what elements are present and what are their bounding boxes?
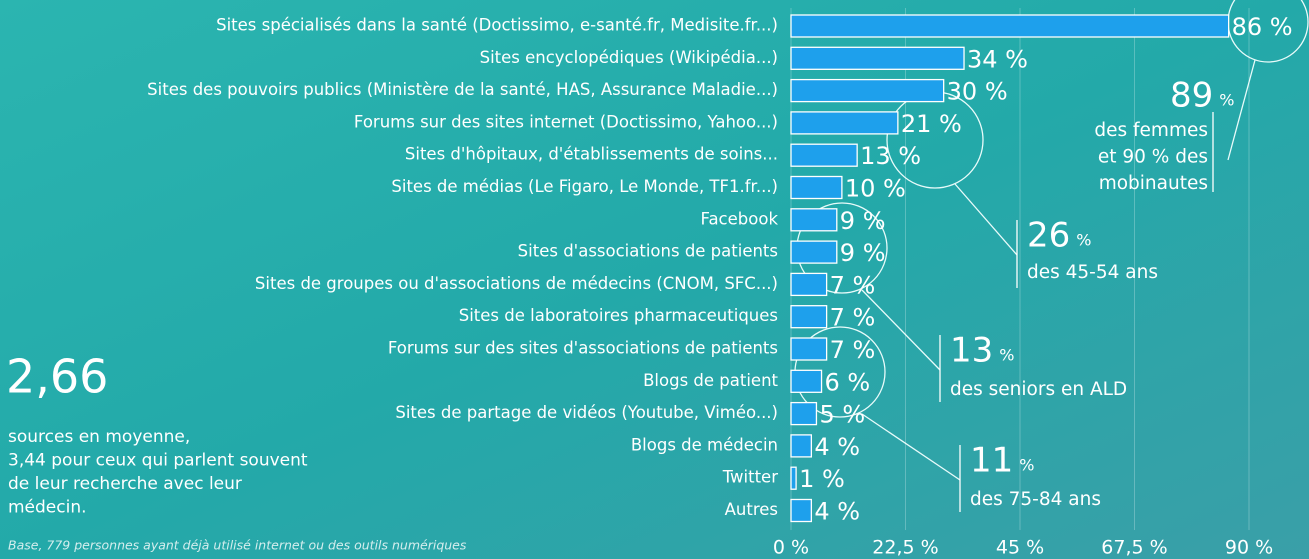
x-tick-label: 90 % <box>1225 537 1273 559</box>
callout-line: et 90 % des <box>1098 147 1208 168</box>
summary-line: sources en moyenne, <box>8 427 190 447</box>
x-tick-label: 67,5 % <box>1101 537 1167 559</box>
bar <box>790 434 813 458</box>
callout-unit: % <box>999 346 1014 365</box>
bar <box>790 369 823 393</box>
callout-number: 13 <box>950 331 993 371</box>
category-label: Sites spécialisés dans la santé (Doctiss… <box>216 16 778 35</box>
value-label: 7 % <box>830 271 876 299</box>
bar <box>790 208 838 232</box>
value-label: 7 % <box>830 336 876 364</box>
value-label: 34 % <box>967 45 1028 73</box>
bar <box>790 111 899 135</box>
category-label: Sites des pouvoirs publics (Ministère de… <box>147 80 778 99</box>
bar <box>790 240 838 264</box>
bar <box>790 305 828 329</box>
bar <box>790 401 818 426</box>
callout-unit: % <box>1219 91 1234 110</box>
value-label: 5 % <box>819 401 865 429</box>
bar <box>790 337 828 361</box>
category-label: Sites encyclopédiques (Wikipédia...) <box>480 48 778 67</box>
x-tick-label: 45 % <box>996 537 1044 559</box>
category-label: Forums sur des sites internet (Doctissim… <box>354 112 778 131</box>
callout-unit: % <box>1019 456 1034 475</box>
value-label: 9 % <box>840 207 886 235</box>
bar <box>790 143 858 167</box>
value-label: 4 % <box>814 433 860 461</box>
category-label: Sites de partage de vidéos (Youtube, Vim… <box>395 403 778 422</box>
x-tick-label: 22,5 % <box>872 537 938 559</box>
value-label: 13 % <box>860 142 921 170</box>
bar <box>790 272 828 297</box>
callout-line: des femmes <box>1094 120 1208 141</box>
value-label: 1 % <box>799 465 845 493</box>
bar <box>790 78 945 103</box>
category-label: Forums sur des sites d'associations de p… <box>388 339 778 358</box>
callout-unit: % <box>1076 231 1091 250</box>
value-label: 10 % <box>845 175 906 203</box>
value-label: 7 % <box>830 304 876 332</box>
footnote: Base, 779 personnes ayant déjà utilisé i… <box>8 538 467 553</box>
callout-number: 26 <box>1027 216 1070 256</box>
bar <box>790 175 843 200</box>
category-label: Facebook <box>700 209 778 228</box>
summary-line: médecin. <box>8 498 87 518</box>
value-label: 9 % <box>840 239 886 267</box>
category-label: Blogs de médecin <box>631 435 778 454</box>
category-label: Sites de groupes ou d'associations de mé… <box>255 274 778 293</box>
value-label: 30 % <box>947 78 1008 106</box>
x-tick-label: 0 % <box>773 537 809 559</box>
category-label: Sites d'hôpitaux, d'établissements de so… <box>405 145 778 164</box>
value-label: 21 % <box>901 110 962 138</box>
callout-line: des 75-84 ans <box>970 489 1101 510</box>
bar <box>790 498 813 523</box>
category-label: Blogs de patient <box>643 371 778 390</box>
bar <box>790 466 797 490</box>
callout-line: des 45-54 ans <box>1027 262 1158 283</box>
value-label: 6 % <box>825 368 871 396</box>
category-label: Sites de laboratoires pharmaceutiques <box>459 306 778 325</box>
callout-line: mobinautes <box>1099 173 1208 194</box>
callout-number: 11 <box>970 441 1013 481</box>
category-label: Sites de médias (Le Figaro, Le Monde, TF… <box>391 177 778 196</box>
bar <box>790 46 965 70</box>
callout-number: 89 <box>1170 76 1213 116</box>
bar <box>790 14 1230 38</box>
callout-line: des seniors en ALD <box>950 379 1127 400</box>
summary-line: 3,44 pour ceux qui parlent souvent <box>8 451 308 471</box>
summary-value: 2,66 <box>6 350 108 404</box>
category-label: Autres <box>725 500 778 519</box>
value-label: 86 % <box>1232 13 1293 41</box>
value-label: 4 % <box>814 498 860 526</box>
category-label: Sites d'associations de patients <box>518 242 778 261</box>
category-label: Twitter <box>722 468 779 487</box>
summary-line: de leur recherche avec leur <box>8 474 242 494</box>
